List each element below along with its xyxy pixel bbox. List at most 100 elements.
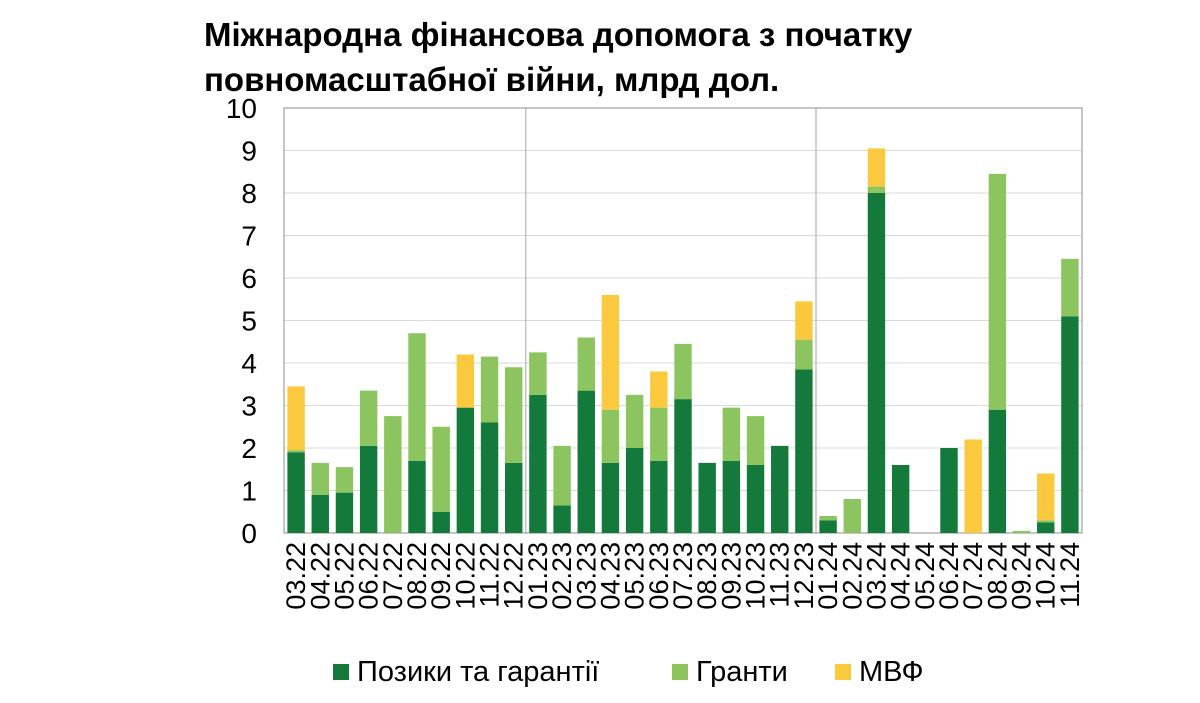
bar-loans (505, 462, 523, 533)
bar-loans (359, 445, 378, 533)
bar-loans (940, 448, 958, 533)
x-tick-label: 05.24 (910, 542, 940, 610)
x-tick-label: 11.23 (765, 542, 795, 608)
bar-loans (867, 193, 886, 533)
bar-loans (577, 390, 595, 533)
x-tick-label: 02.24 (837, 542, 867, 610)
bar-imf (867, 148, 886, 187)
bar-grants (311, 462, 329, 495)
bar-grants (795, 339, 813, 370)
legend-item-imf: МВФ (835, 652, 924, 692)
chart-title-line-2: повномасштабної війни, млрд дол. (204, 61, 780, 98)
bar-grants (432, 426, 450, 512)
x-tick-label: 04.24 (886, 542, 916, 610)
y-tick-label: 1 (241, 476, 257, 507)
bar-loans (795, 369, 813, 533)
x-tick-label: 08.23 (692, 542, 722, 610)
y-tick-label: 4 (241, 348, 257, 379)
bar-loans (287, 452, 305, 533)
y-tick-label: 9 (241, 136, 257, 167)
legend-swatch-imf (835, 664, 851, 680)
bar-loans (480, 422, 499, 533)
bar-grants (408, 333, 426, 461)
bar-grants (553, 445, 571, 506)
x-tick-label: 04.23 (595, 542, 625, 610)
x-tick-label: 08.24 (982, 542, 1012, 610)
x-tick-label: 12.23 (789, 542, 819, 610)
x-tick-label: 05.23 (620, 542, 650, 610)
bar-grants (625, 394, 644, 448)
bar-loans (553, 505, 571, 533)
stacked-bar-chart: 01234567891003.2204.2205.2206.2207.2208.… (226, 93, 1085, 610)
y-tick-label: 3 (241, 391, 257, 422)
x-tick-label: 10.22 (450, 542, 480, 610)
bar-loans (891, 465, 910, 533)
bar-grants (819, 516, 837, 521)
x-tick-label: 07.23 (668, 542, 698, 610)
bar-grants (384, 416, 402, 533)
y-tick-label: 6 (241, 263, 257, 294)
legend-item-loans: Позики та гарантії (333, 652, 599, 692)
bar-imf (456, 354, 475, 408)
bar-loans (432, 511, 450, 533)
bar-loans (625, 448, 644, 533)
bar-grants (843, 499, 861, 533)
bar-loans (335, 492, 354, 533)
bar-loans (650, 460, 668, 533)
bar-imf (795, 301, 813, 340)
bar-grants (505, 367, 523, 463)
bar-loans (456, 407, 475, 533)
x-tick-label: 06.24 (934, 542, 964, 610)
x-tick-label: 03.24 (861, 542, 891, 610)
bar-loans (1061, 316, 1079, 533)
x-tick-label: 10.23 (741, 542, 771, 610)
bar-grants (1012, 530, 1031, 533)
bar-grants (577, 337, 595, 391)
bar-loans (1037, 522, 1055, 533)
legend-swatch-loans (333, 664, 349, 680)
bar-imf (964, 439, 982, 533)
x-tick-label: 08.22 (402, 542, 432, 610)
legend: Позики та гарантії Гранти МВФ (0, 652, 1200, 692)
bar-loans (771, 445, 789, 533)
x-tick-label: 06.23 (644, 542, 674, 610)
bar-imf (287, 386, 305, 451)
bar-loans (408, 460, 426, 533)
x-tick-label: 11.24 (1055, 542, 1085, 608)
bar-grants (359, 390, 378, 446)
bar-grants (722, 407, 741, 461)
y-tick-label: 10 (226, 93, 257, 124)
bar-loans (746, 465, 765, 533)
chart-title-line-1: Міжнародна фінансова допомога з початку (204, 16, 913, 53)
legend-swatch-grants (672, 664, 688, 680)
x-tick-label: 09.24 (1007, 542, 1037, 610)
bar-grants (746, 416, 765, 465)
x-tick-label: 09.22 (426, 542, 456, 610)
x-tick-label: 07.22 (378, 542, 408, 610)
x-tick-label: 02.23 (547, 542, 577, 610)
bar-grants (335, 467, 354, 493)
bar-imf (650, 371, 668, 408)
x-tick-label: 10.24 (1031, 542, 1061, 610)
bar-grants (601, 409, 620, 463)
y-tick-label: 5 (241, 306, 257, 337)
bar-grants (988, 173, 1007, 410)
y-tick-label: 0 (241, 518, 257, 549)
bar-loans (311, 494, 329, 533)
x-tick-label: 07.24 (958, 542, 988, 610)
bar-grants (529, 352, 547, 395)
legend-item-grants: Гранти (672, 652, 788, 692)
x-tick-label: 11.22 (475, 542, 505, 608)
y-tick-label: 2 (241, 433, 257, 464)
bar-imf (1037, 473, 1055, 521)
legend-label-grants: Гранти (696, 655, 788, 688)
bar-grants (1037, 520, 1055, 523)
x-tick-label: 03.23 (571, 542, 601, 610)
bar-loans (698, 462, 716, 533)
y-tick-label: 7 (241, 221, 257, 252)
x-tick-label: 04.22 (305, 542, 335, 610)
bar-imf (601, 295, 620, 410)
bar-grants (1061, 258, 1079, 317)
x-tick-label: 12.22 (499, 542, 529, 610)
bar-loans (988, 409, 1007, 533)
